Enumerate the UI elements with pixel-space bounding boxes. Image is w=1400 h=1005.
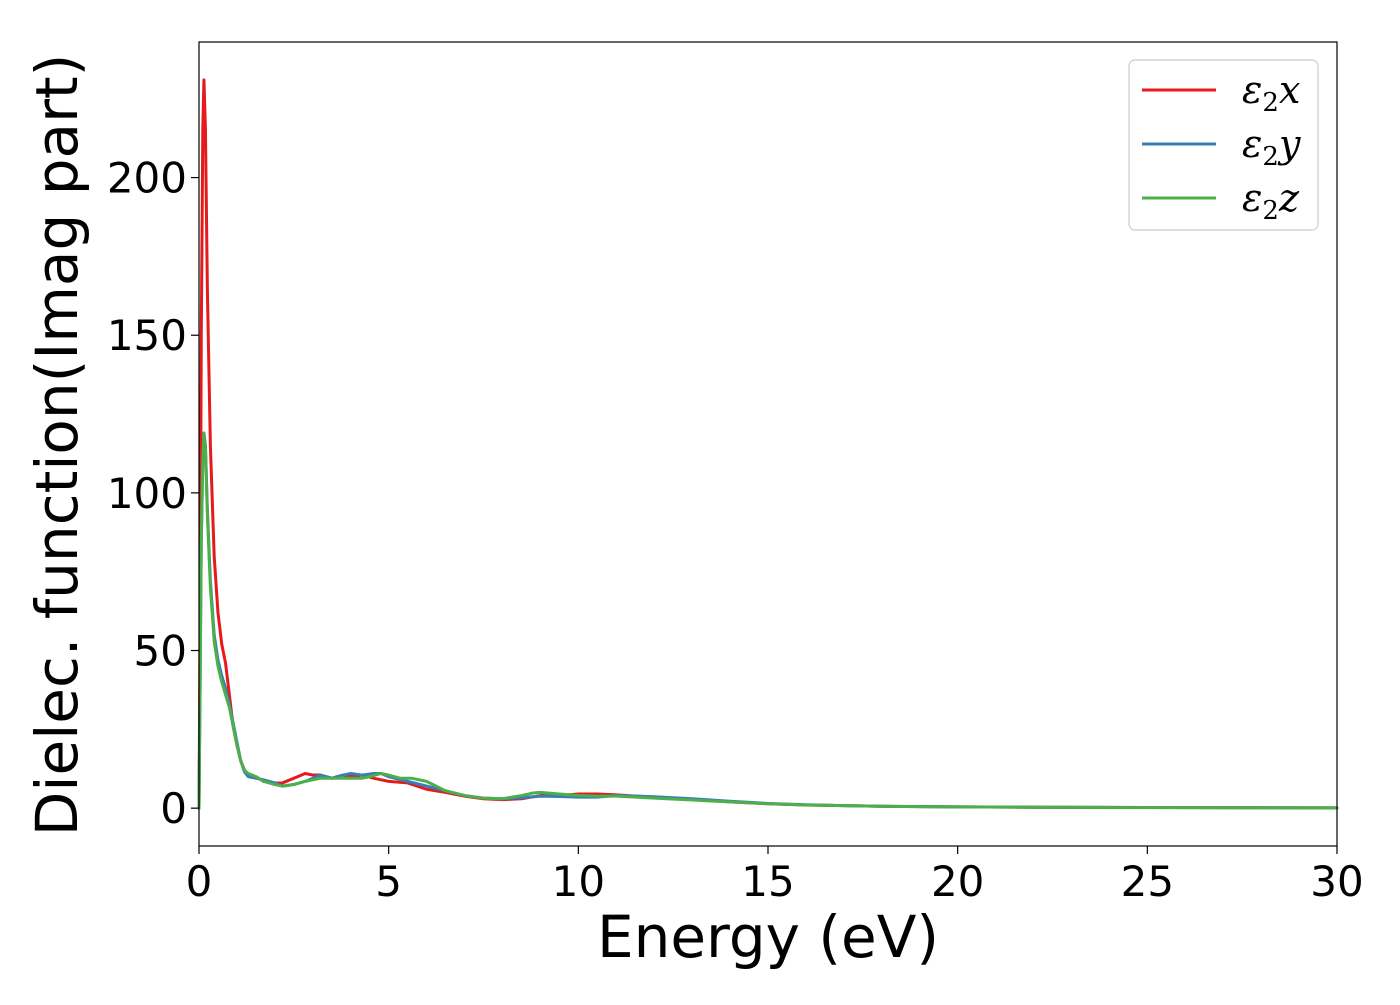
legend-label-base: ε <box>1242 176 1262 220</box>
legend-label-subscript: 2 <box>1262 88 1279 118</box>
x-axis: 0 5 10 15 20 25 30 <box>186 846 1364 906</box>
x-tick-label: 30 <box>1310 857 1363 906</box>
series-line-z <box>197 431 1339 810</box>
legend-label-x: ε2x <box>1242 68 1300 118</box>
legend-frame <box>1128 59 1319 231</box>
legend-label-base: ε <box>1242 122 1262 166</box>
y-axis: 0 50 100 150 200 <box>107 154 199 833</box>
y-tick-label: 150 <box>107 311 187 360</box>
legend-label-base: ε <box>1242 68 1262 112</box>
legend-label-z: ε2z <box>1242 176 1300 226</box>
legend-label-subscript: 2 <box>1262 142 1279 172</box>
x-tick-label: 10 <box>552 857 605 906</box>
x-tick-label: 15 <box>741 857 794 906</box>
x-tick-label: 5 <box>375 857 402 906</box>
y-tick-label: 50 <box>134 627 187 676</box>
legend-label-y: ε2y <box>1242 122 1301 172</box>
y-tick-label: 100 <box>107 469 187 518</box>
series-layer <box>197 78 1339 810</box>
x-tick-label: 20 <box>931 857 984 906</box>
y-tick-label: 0 <box>160 784 187 833</box>
y-tick-label: 200 <box>107 154 187 203</box>
legend-label-subscript: 2 <box>1262 196 1279 226</box>
x-tick-label: 25 <box>1121 857 1174 906</box>
legend-label-suffix: x <box>1279 68 1300 112</box>
x-axis-title: Energy (eV) <box>597 903 939 971</box>
legend-label-suffix: z <box>1278 176 1300 220</box>
y-axis-title: Dielec. function(Imag part) <box>23 54 91 837</box>
x-tick-label: 0 <box>186 857 213 906</box>
legend-label-suffix: y <box>1277 122 1301 166</box>
